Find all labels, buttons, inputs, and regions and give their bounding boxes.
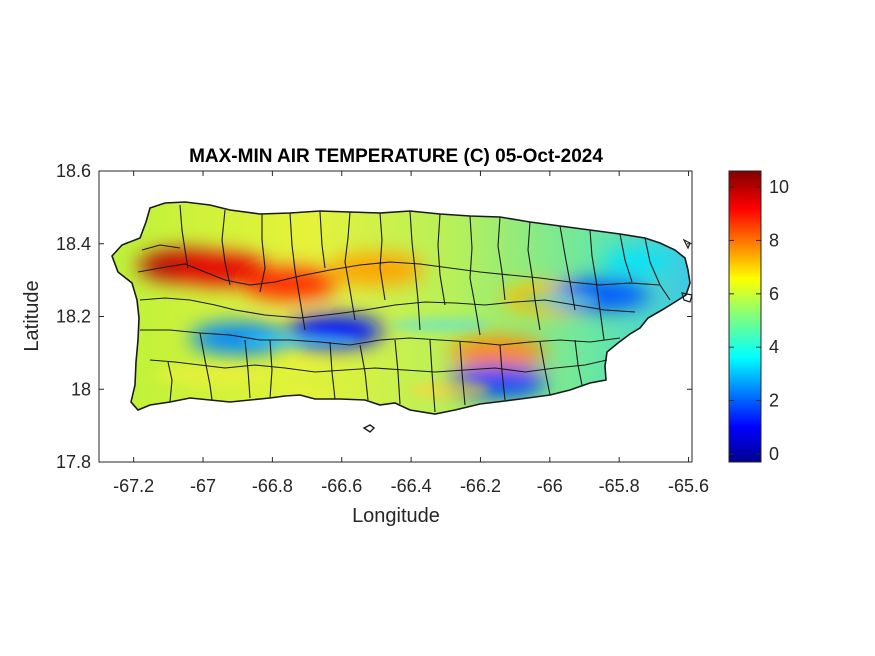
colorbar-ticks: 0 2 4 6 8 10 <box>729 177 789 464</box>
y-tick-label: 17.8 <box>56 452 91 472</box>
colorbar-tick-label: 6 <box>769 284 779 304</box>
x-tick-label: -65.6 <box>668 476 709 496</box>
temperature-hotspot <box>189 322 286 355</box>
x-tick-label: -66.2 <box>460 476 501 496</box>
x-tick-label: -67.2 <box>113 476 154 496</box>
colorbar-tick-label: 0 <box>769 444 779 464</box>
figure-title: MAX-MIN AIR TEMPERATURE (C) 05-Oct-2024 <box>189 146 603 167</box>
offshore-islet <box>362 424 376 433</box>
y-tick-label: 18.2 <box>56 307 91 327</box>
x-tick-label: -66 <box>537 476 563 496</box>
x-tick-label: -66.4 <box>391 476 432 496</box>
y-tick-label: 18.4 <box>56 234 91 254</box>
y-tick-label: 18 <box>71 379 91 399</box>
x-axis: -67.2 -67 -66.8 -66.6 -66.4 -66.2 -66 -65.8 -65.… <box>113 171 709 496</box>
x-tick-label: -65.8 <box>599 476 640 496</box>
y-axis-label: Latitude <box>21 280 43 351</box>
temperature-hotspot <box>449 336 546 369</box>
x-tick-label: -66.6 <box>321 476 362 496</box>
y-tick-label: 18.6 <box>56 161 91 181</box>
municipality-boundaries <box>137 204 671 413</box>
colorbar-tick-label: 10 <box>769 177 789 197</box>
colorbar-tick-label: 2 <box>769 391 779 411</box>
x-axis-label: Longitude <box>352 505 440 527</box>
colorbar-tick-label: 4 <box>769 337 779 357</box>
temperature-hotspot <box>241 267 338 300</box>
temperature-hotspot <box>172 253 269 286</box>
temperature-hotspot <box>600 249 673 274</box>
x-tick-label: -67 <box>190 476 216 496</box>
x-tick-label: -66.8 <box>252 476 293 496</box>
offshore-islet <box>681 292 693 303</box>
y-axis: 18.6 18.4 18.2 18 17.8 <box>56 161 692 472</box>
offshore-islet <box>682 238 691 250</box>
colorbar <box>728 170 762 463</box>
colorbar-tick-label: 8 <box>769 230 779 250</box>
temperature-hotspot <box>328 253 425 286</box>
